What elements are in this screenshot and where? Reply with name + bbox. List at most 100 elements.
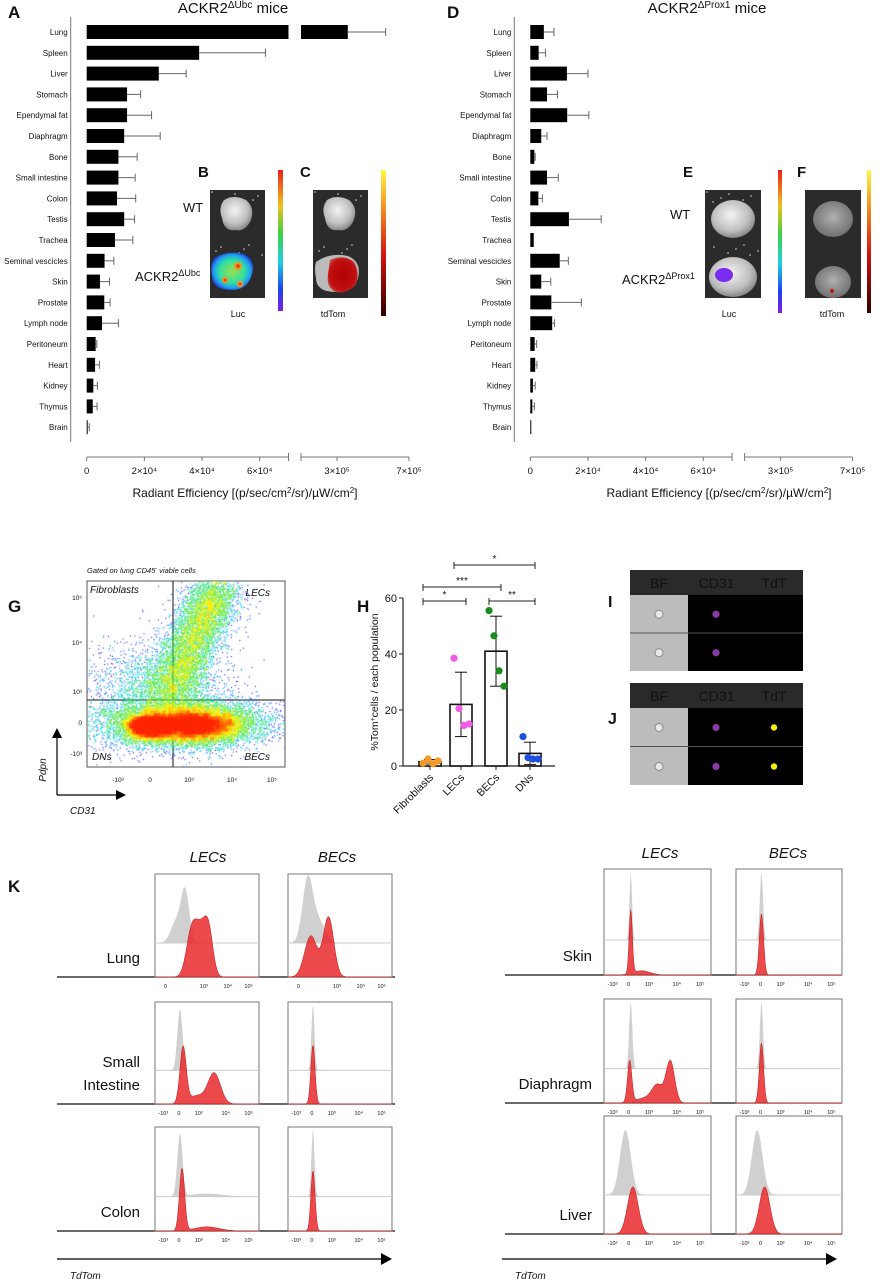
bar xyxy=(530,87,548,102)
background-speck xyxy=(728,193,730,195)
category-label: Liver xyxy=(494,70,512,79)
x-tick-label: 10⁴ xyxy=(221,1237,230,1244)
category-label: Testis xyxy=(491,215,511,224)
tdtom-axis-label: TdTom xyxy=(70,1271,101,1280)
tdtom-histogram xyxy=(604,1186,711,1235)
tdtom-caption: tdTom xyxy=(321,309,346,319)
significance-label: * xyxy=(443,590,447,601)
x-tick-label: -10³ xyxy=(158,1111,168,1117)
background-speck xyxy=(743,244,745,246)
control-histogram xyxy=(155,1009,259,1071)
bar-chart-h: 0 20 40 60 %Tom+cells / each population Fibro… xyxy=(369,554,555,816)
title-main: ACKR2 xyxy=(178,0,228,17)
x-tick-label: 10⁴ xyxy=(804,1109,813,1116)
bar xyxy=(86,233,115,247)
wt-label: WT xyxy=(670,207,690,222)
histogram-frame xyxy=(603,868,712,976)
significance-label: * xyxy=(493,554,497,565)
x-tick-label: 10⁵ xyxy=(377,1237,385,1244)
x-label-part: ] xyxy=(828,486,831,500)
tdtom-histogram xyxy=(155,1045,259,1105)
background-speck xyxy=(750,195,752,197)
panel-label-h: H xyxy=(357,597,369,616)
x-tick-label: 10⁴ xyxy=(354,1110,363,1117)
bar xyxy=(530,399,533,414)
luc-caption: Luc xyxy=(231,309,246,319)
x-label-sup: 2 xyxy=(350,486,355,495)
category-label: Ependymal fat xyxy=(17,111,69,120)
category-label: Stomach xyxy=(480,90,512,99)
x-tick-label: 10⁴ xyxy=(673,1240,682,1247)
tdtom-histogram xyxy=(736,1042,842,1104)
x-tick-label: 0 xyxy=(528,466,533,477)
x-label-sup: 2 xyxy=(824,486,829,495)
title-sup: ΔUbc xyxy=(228,0,252,11)
x-tick-label: 3×10⁵ xyxy=(324,466,349,477)
tdtom-histogram xyxy=(604,909,711,976)
category-label: Spleen xyxy=(486,49,511,58)
ko-lung-image xyxy=(815,266,851,298)
x-tick-label: 10³ xyxy=(328,1238,336,1244)
x-tick-label: 10³ xyxy=(195,1111,203,1117)
x-axis-label: Radiant Efficiency [(p/sec/cm2/sr)/µW/cm… xyxy=(133,486,358,501)
control-histogram xyxy=(604,1002,711,1069)
tdtom-histogram xyxy=(736,913,842,976)
x-tick-label: 0 xyxy=(310,1238,313,1244)
ko-label-sup: ΔUbc xyxy=(178,268,201,278)
category-label: Bone xyxy=(493,153,512,162)
x-tick-label: 10⁵ xyxy=(827,1240,835,1247)
tdtom-histogram xyxy=(604,1059,711,1104)
ko-lung-luc-signal xyxy=(715,268,733,282)
x-label-part: Radiant Efficiency [(p/sec/cm xyxy=(133,486,288,500)
y-tick-label: 20 xyxy=(385,705,397,717)
cell-cd31 xyxy=(712,649,720,657)
x-tick-label: 10⁵ xyxy=(696,981,704,988)
title-suffix: mice xyxy=(252,0,288,17)
category-label: Diaphragm xyxy=(29,132,68,141)
title-suffix: mice xyxy=(731,0,767,17)
ko-label: ACKR2ΔUbc xyxy=(135,268,201,284)
x-tick-label: 10³ xyxy=(328,1111,336,1117)
histogram-lecs-2: -10³ 0 10³ 10⁴ 10⁵ xyxy=(154,1126,260,1244)
bar xyxy=(530,233,534,247)
histogram-frame xyxy=(735,998,843,1104)
x-tick-label: BECs xyxy=(475,772,502,799)
arrow-head-icon xyxy=(381,1253,392,1265)
bar xyxy=(530,170,548,185)
x-tick-label: 10⁵ xyxy=(267,777,277,784)
gate-sup: - xyxy=(155,566,157,572)
data-point xyxy=(465,720,473,728)
control-histogram xyxy=(736,1130,842,1196)
category-label: Small intestine xyxy=(459,174,512,183)
x-tick-label: 10³ xyxy=(195,1238,203,1244)
x-tick-label: 10³ xyxy=(777,982,785,988)
category-label: Brain xyxy=(49,423,68,432)
bar xyxy=(86,45,200,60)
y-tick-label: 0 xyxy=(78,720,82,727)
panel-label-d: D xyxy=(447,3,459,22)
ko-lung-tdtom-signal xyxy=(830,289,834,293)
histogram-lecs-0: 0 10³ 10⁴ 10⁵ xyxy=(154,873,260,990)
background-speck xyxy=(713,246,715,248)
cell-bf xyxy=(654,762,664,771)
x-tick-label: 0 xyxy=(627,1110,630,1116)
x-tick-label: 2×10⁴ xyxy=(575,466,600,477)
y-tick-label: 10⁴ xyxy=(72,640,82,647)
x-tick-label: 10³ xyxy=(200,984,208,990)
title-main: ACKR2 xyxy=(648,0,698,17)
bar xyxy=(86,66,159,81)
bar xyxy=(86,129,125,143)
tdtom-histogram xyxy=(155,1168,259,1232)
gate-description: Gated on lung CD45- viable cells xyxy=(87,566,196,575)
x-tick-label: 10³ xyxy=(333,984,341,990)
x-tick-label: 7×10⁵ xyxy=(840,466,865,477)
histogram-becs-2: -10³ 0 10³ 10⁴ 10⁵ xyxy=(287,1126,393,1244)
background-speck xyxy=(261,254,263,256)
x-tick-label: 0 xyxy=(177,1111,180,1117)
category-label: Ependymal fat xyxy=(460,111,512,120)
bar xyxy=(530,357,536,372)
x-label-sup: 2 xyxy=(287,486,292,495)
bar xyxy=(86,337,96,351)
channel-header xyxy=(630,570,803,595)
